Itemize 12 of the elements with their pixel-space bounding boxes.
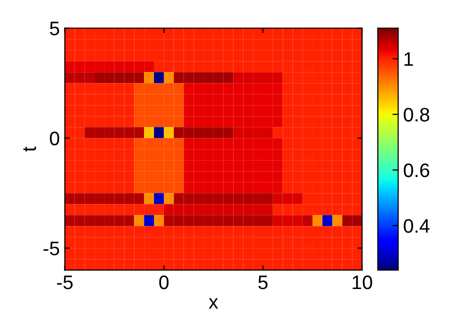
color-bar-label: 1 bbox=[404, 52, 413, 66]
x-tick-label: 5 bbox=[258, 276, 268, 290]
y-tick-label: 0 bbox=[50, 132, 60, 146]
color-bar-label: 0.6 bbox=[404, 163, 430, 178]
x-tick-label: 0 bbox=[159, 275, 169, 290]
x-axis-title: x bbox=[208, 298, 218, 309]
color-bar-label: 0.8 bbox=[404, 108, 430, 122]
color-bar-label: 0.4 bbox=[404, 219, 430, 233]
x-tick-label: 10 bbox=[352, 275, 372, 290]
y-tick-label: 5 bbox=[50, 22, 60, 36]
y-tick-label: -5 bbox=[44, 242, 60, 256]
y-axis-title: t bbox=[23, 146, 36, 152]
